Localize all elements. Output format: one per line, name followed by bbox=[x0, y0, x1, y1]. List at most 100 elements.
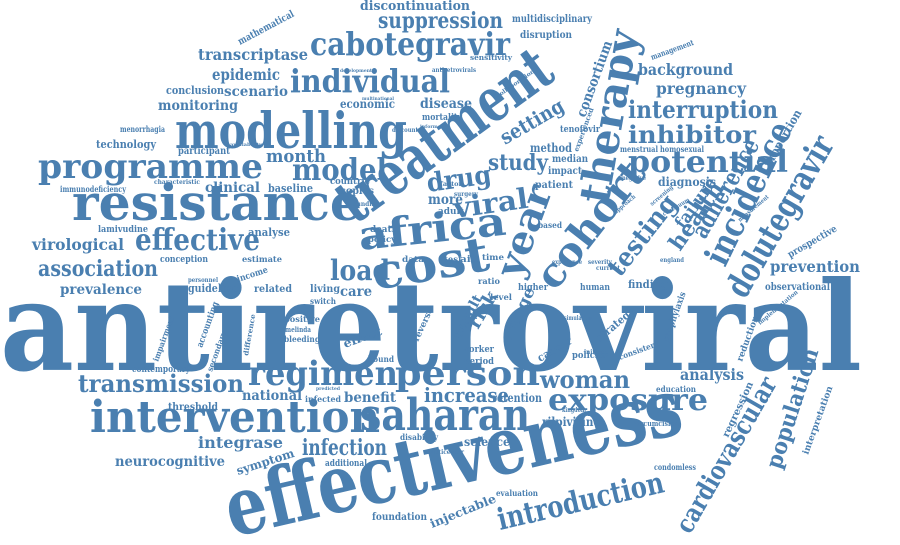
word-study: study bbox=[488, 150, 549, 176]
word-national: national bbox=[242, 388, 302, 404]
word-observational: observational bbox=[765, 282, 830, 293]
word-initiator: initiator bbox=[584, 349, 611, 356]
word-resistance: resistance bbox=[72, 173, 362, 232]
word-surgery: surgery bbox=[454, 191, 478, 198]
word-impact: impact bbox=[548, 166, 582, 177]
word-tenofovir: tenofovir bbox=[560, 125, 600, 135]
word-woman: woman bbox=[539, 365, 630, 394]
word-living: living bbox=[310, 284, 340, 295]
word-experience: experience bbox=[552, 259, 582, 266]
word-prevention: prevention bbox=[770, 257, 860, 276]
word-menstrual: menstrual bbox=[620, 144, 658, 154]
word-positive: positive bbox=[284, 314, 320, 324]
word-disability: disability bbox=[400, 432, 438, 442]
word-negative: negative bbox=[622, 175, 646, 182]
word-effective: effective bbox=[135, 223, 260, 258]
word-condomless: condomless bbox=[654, 462, 696, 472]
word-education: education bbox=[656, 384, 696, 394]
word-policy: policy bbox=[368, 234, 396, 244]
word-increase: increase bbox=[424, 383, 509, 407]
word-care: care bbox=[340, 284, 372, 300]
word-saharan: saharan bbox=[360, 390, 530, 441]
word-immunodeficiency: immunodeficiency bbox=[60, 184, 126, 194]
word-funding: funding bbox=[354, 201, 381, 208]
word-management: management bbox=[649, 37, 695, 62]
word-england: england bbox=[660, 257, 685, 264]
word-analysis: analysis bbox=[680, 365, 744, 384]
word-based: based bbox=[538, 220, 562, 230]
word-method: method bbox=[530, 141, 572, 155]
word-threshold: threshold bbox=[168, 402, 218, 413]
word-copies: copies bbox=[340, 186, 374, 197]
word-multidisciplinary: multidisciplinary bbox=[512, 14, 593, 25]
word-diagnosis: diagnosis bbox=[658, 175, 716, 189]
word-patient: patient bbox=[535, 180, 573, 191]
word-contemporary: contemporary bbox=[132, 365, 191, 375]
word-disruption: disruption bbox=[520, 30, 573, 41]
word-death: death bbox=[370, 225, 398, 235]
word-load: load bbox=[330, 254, 390, 287]
word-month: month bbox=[266, 146, 326, 167]
word-epidemic: epidemic bbox=[212, 65, 280, 84]
word-human: human bbox=[580, 283, 610, 293]
word-regimen: regimen bbox=[248, 354, 398, 394]
word-bleeding: bleeding bbox=[284, 334, 320, 344]
word-cabotegravir: cabotegravir bbox=[310, 25, 511, 63]
word-simulation: simulation bbox=[564, 315, 592, 322]
word-model: model bbox=[292, 153, 387, 188]
word-science: science bbox=[464, 435, 510, 449]
word-level: level bbox=[490, 292, 512, 302]
word-evaluation: evaluation bbox=[496, 488, 538, 498]
word-clinical: clinical bbox=[205, 180, 260, 196]
word-additional: additional bbox=[325, 459, 367, 469]
word-benefit: benefit bbox=[344, 390, 397, 406]
word-integrase: integrase bbox=[198, 433, 283, 452]
word-technology: technology bbox=[96, 138, 157, 151]
word-guideline: guideline bbox=[188, 282, 238, 295]
word-more: more bbox=[428, 192, 463, 208]
word-transcriptase: transcriptase bbox=[198, 45, 308, 64]
word-suppression: suppression bbox=[378, 8, 503, 34]
word-discontinuation: discontinuation bbox=[360, 0, 471, 14]
word-finding: finding bbox=[628, 278, 668, 291]
word-virological: virological bbox=[31, 235, 124, 254]
word-informed: informed bbox=[420, 124, 444, 130]
word-time: time bbox=[482, 252, 504, 262]
word-availability: availability bbox=[230, 142, 263, 148]
word-infection: infection bbox=[302, 435, 387, 461]
word-intervention: intervention bbox=[90, 392, 380, 443]
word-mathematical: mathematical bbox=[236, 9, 296, 48]
word-development: development bbox=[340, 68, 373, 74]
word-mortality: mortality bbox=[422, 113, 463, 123]
word-individual: individual bbox=[290, 62, 450, 100]
word-personnel: personnel bbox=[188, 277, 219, 284]
word-modelling: modelling bbox=[175, 101, 407, 160]
word-period: period bbox=[464, 357, 495, 367]
word-analyse: analyse bbox=[248, 226, 290, 239]
word-predicted: predicted bbox=[316, 386, 340, 392]
word-menorrhagia: menorrhagia bbox=[120, 124, 165, 134]
word-scenario: scenario bbox=[224, 84, 288, 100]
word-ratio: ratio bbox=[478, 276, 501, 286]
word-sensitivity: sensitivity bbox=[470, 53, 513, 62]
word-multicenter: multicenter bbox=[426, 449, 465, 456]
word-prevalence: prevalence bbox=[60, 282, 142, 298]
word-homosexual: homosexual bbox=[660, 144, 704, 154]
word-worker: worker bbox=[461, 345, 494, 355]
word-inhibitor: inhibitor bbox=[628, 120, 756, 149]
word-median: median bbox=[552, 154, 589, 165]
word-current: current bbox=[596, 265, 620, 272]
word-monitoring: monitoring bbox=[158, 98, 238, 114]
word-economic: economic bbox=[340, 97, 395, 111]
word-transmission: transmission bbox=[78, 369, 244, 398]
word-pregnancy: pregnancy bbox=[656, 79, 747, 98]
word-policies: policies bbox=[572, 351, 608, 361]
word-retention: retention bbox=[492, 391, 542, 405]
word-person: person bbox=[395, 354, 540, 394]
word-aid: aid bbox=[460, 255, 479, 265]
word-association: association bbox=[38, 256, 158, 282]
word-estimate: estimate bbox=[242, 254, 282, 264]
word-participant: participant bbox=[178, 146, 230, 157]
word-exposure: exposure bbox=[548, 383, 708, 418]
